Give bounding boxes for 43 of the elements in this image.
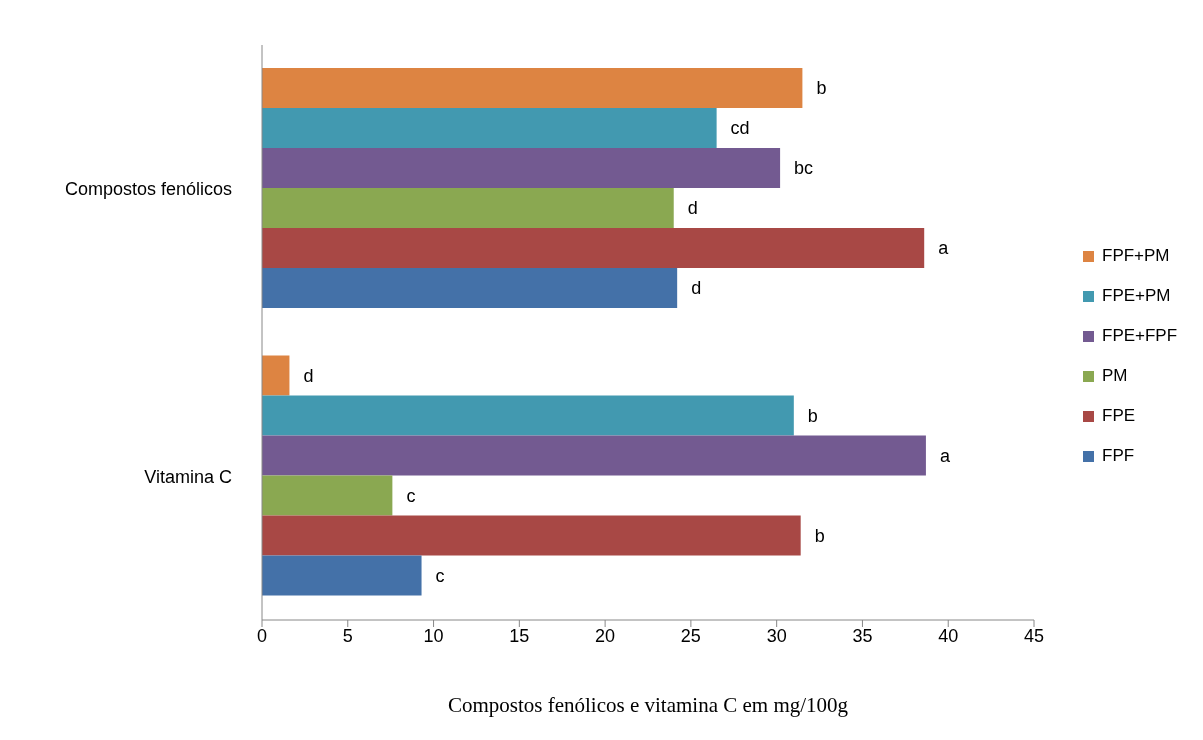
- data-label: d: [691, 278, 702, 299]
- bar: [262, 355, 290, 396]
- data-label: b: [816, 78, 827, 99]
- bar: [262, 228, 925, 268]
- bar: [262, 68, 803, 108]
- x-tick-label: 5: [342, 625, 353, 646]
- data-label: d: [303, 365, 314, 386]
- bar: [262, 475, 393, 516]
- bar: [262, 555, 422, 596]
- legend-label: FPF: [1102, 446, 1135, 466]
- data-label: c: [406, 485, 416, 506]
- legend-label: FPE+FPF: [1102, 326, 1178, 346]
- data-label: a: [938, 238, 950, 259]
- data-label: cd: [730, 118, 750, 139]
- bar: [262, 188, 674, 228]
- x-axis-title: Compostos fenólicos e vitamina C em mg/100g: [446, 693, 850, 718]
- x-tick-label: 40: [938, 625, 959, 646]
- legend-label: FPF+PM: [1102, 246, 1170, 266]
- x-tick-label: 35: [852, 625, 873, 646]
- data-label: d: [687, 198, 698, 219]
- x-tick-label: 15: [509, 625, 530, 646]
- data-label: b: [814, 525, 825, 546]
- bar: [262, 515, 801, 556]
- data-label: bc: [794, 158, 814, 179]
- x-tick-label: 45: [1023, 625, 1045, 646]
- bar: [262, 435, 926, 476]
- x-tick-label: 25: [680, 625, 701, 646]
- legend-label: PM: [1102, 366, 1128, 386]
- y-tick-label: Vitamina C: [144, 466, 232, 487]
- legend-label: FPE+PM: [1102, 286, 1171, 306]
- x-tick-label: 30: [766, 625, 787, 646]
- data-label: b: [807, 405, 818, 426]
- x-tick-label: 20: [595, 625, 616, 646]
- x-tick-label: 0: [256, 625, 268, 646]
- legend-label: FPE: [1102, 406, 1136, 426]
- data-label: a: [939, 445, 951, 466]
- bar: [262, 148, 781, 188]
- x-tick-label: 10: [423, 625, 444, 646]
- bar: [262, 268, 678, 308]
- bar: [262, 108, 717, 148]
- bar: [262, 395, 794, 436]
- data-label: c: [435, 565, 445, 586]
- y-tick-label: Compostos fenólicos: [64, 179, 232, 200]
